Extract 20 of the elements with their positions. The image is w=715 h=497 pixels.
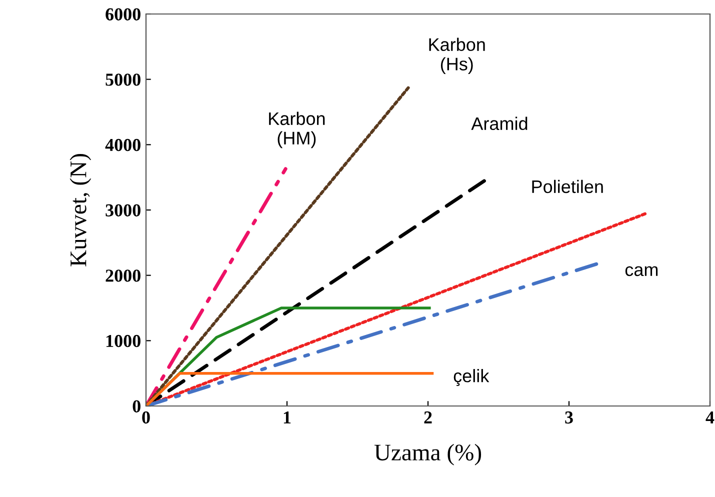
y-tick-label: 3000 [106,204,140,216]
y-tick-label: 2000 [106,270,140,282]
y-tick-label: 1000 [106,334,140,348]
series-label: Karbon (Hs) [429,38,485,74]
y-tick-label: 5000 [106,74,140,86]
series-label: çelik [454,369,490,386]
y-tick-label: 0 [132,400,140,412]
series-label: cam [625,266,658,276]
x-tick-label: 0 [142,411,150,424]
series-label: Karbon (HM) [269,112,325,148]
x-axis-title: Uzama (%) [374,444,482,466]
y-tick-label: 4000 [105,138,140,152]
x-tick-label: 2 [424,411,432,424]
text: Aramid [471,116,528,130]
x-tick-label: 1 [284,411,291,424]
series-label: Polietilen [532,180,603,194]
y-axis-title: Kuvvet, (N) [70,154,92,266]
x-tick-label: 4 [706,412,714,424]
x-tick-label: 3 [565,411,573,424]
y-tick-label: 6000 [106,8,140,20]
